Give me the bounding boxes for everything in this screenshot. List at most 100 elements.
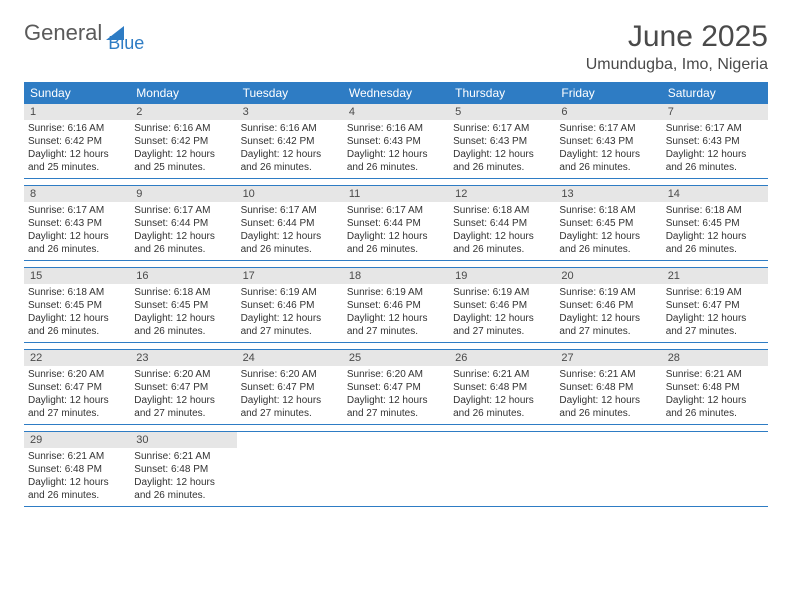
sunrise-line: Sunrise: 6:19 AM xyxy=(453,286,551,299)
day-cell: 19Sunrise: 6:19 AMSunset: 6:46 PMDayligh… xyxy=(449,268,555,342)
daylight-line: Daylight: 12 hours and 27 minutes. xyxy=(28,394,126,420)
day-number: 27 xyxy=(555,350,661,366)
sunrise-line: Sunrise: 6:17 AM xyxy=(347,204,445,217)
day-number: 1 xyxy=(24,104,130,120)
day-number: 12 xyxy=(449,186,555,202)
location: Umundugba, Imo, Nigeria xyxy=(586,56,768,74)
day-body: Sunrise: 6:19 AMSunset: 6:47 PMDaylight:… xyxy=(662,284,768,342)
daylight-line: Daylight: 12 hours and 26 minutes. xyxy=(453,230,551,256)
day-cell: 29Sunrise: 6:21 AMSunset: 6:48 PMDayligh… xyxy=(24,432,130,506)
day-cell: 5Sunrise: 6:17 AMSunset: 6:43 PMDaylight… xyxy=(449,104,555,178)
daylight-line: Daylight: 12 hours and 26 minutes. xyxy=(453,394,551,420)
day-body: Sunrise: 6:19 AMSunset: 6:46 PMDaylight:… xyxy=(343,284,449,342)
day-number: 29 xyxy=(24,432,130,448)
sunrise-line: Sunrise: 6:18 AM xyxy=(134,286,232,299)
daylight-line: Daylight: 12 hours and 26 minutes. xyxy=(559,148,657,174)
day-body: Sunrise: 6:20 AMSunset: 6:47 PMDaylight:… xyxy=(24,366,130,424)
day-number: 16 xyxy=(130,268,236,284)
sunrise-line: Sunrise: 6:21 AM xyxy=(134,450,232,463)
weekday-header: Friday xyxy=(555,82,661,104)
day-number: 3 xyxy=(237,104,343,120)
sunrise-line: Sunrise: 6:19 AM xyxy=(666,286,764,299)
day-number: 2 xyxy=(130,104,236,120)
sunset-line: Sunset: 6:46 PM xyxy=(453,299,551,312)
day-number: 14 xyxy=(662,186,768,202)
day-body: Sunrise: 6:18 AMSunset: 6:44 PMDaylight:… xyxy=(449,202,555,260)
sunset-line: Sunset: 6:43 PM xyxy=(347,135,445,148)
weekday-header: Saturday xyxy=(662,82,768,104)
month-title: June 2025 xyxy=(586,20,768,54)
day-cell xyxy=(343,432,449,506)
daylight-line: Daylight: 12 hours and 26 minutes. xyxy=(666,148,764,174)
day-cell: 2Sunrise: 6:16 AMSunset: 6:42 PMDaylight… xyxy=(130,104,236,178)
day-body: Sunrise: 6:20 AMSunset: 6:47 PMDaylight:… xyxy=(237,366,343,424)
day-cell: 23 Sunrise: 6:20 AMSunset: 6:47 PMDayligh… xyxy=(130,350,236,424)
day-number: 20 xyxy=(555,268,661,284)
day-body: Sunrise: 6:19 AMSunset: 6:46 PMDaylight:… xyxy=(555,284,661,342)
sunset-line: Sunset: 6:45 PM xyxy=(28,299,126,312)
day-body: Sunrise: 6:18 AMSunset: 6:45 PMDaylight:… xyxy=(130,284,236,342)
daylight-line: Daylight: 12 hours and 26 minutes. xyxy=(666,230,764,256)
day-number: 23 xyxy=(130,350,236,366)
sunrise-line: Sunrise: 6:16 AM xyxy=(241,122,339,135)
day-number: 24 xyxy=(237,350,343,366)
day-body: Sunrise: 6:17 AMSunset: 6:43 PMDaylight:… xyxy=(24,202,130,260)
week-row: 1Sunrise: 6:16 AMSunset: 6:42 PMDaylight… xyxy=(24,104,768,179)
day-number: 18 xyxy=(343,268,449,284)
day-cell xyxy=(662,432,768,506)
day-cell xyxy=(449,432,555,506)
day-number: 8 xyxy=(24,186,130,202)
daylight-line: Daylight: 12 hours and 26 minutes. xyxy=(28,476,126,502)
day-number: 9 xyxy=(130,186,236,202)
sunset-line: Sunset: 6:45 PM xyxy=(134,299,232,312)
sunset-line: Sunset: 6:47 PM xyxy=(134,381,232,394)
week-row: 8Sunrise: 6:17 AMSunset: 6:43 PMDaylight… xyxy=(24,185,768,261)
day-cell: 30Sunrise: 6:21 AMSunset: 6:48 PMDayligh… xyxy=(130,432,236,506)
day-number: 22 xyxy=(24,350,130,366)
sunrise-line: Sunrise: 6:16 AM xyxy=(347,122,445,135)
daylight-line: Daylight: 12 hours and 25 minutes. xyxy=(28,148,126,174)
daylight-line: Daylight: 12 hours and 27 minutes. xyxy=(347,394,445,420)
day-cell: 6Sunrise: 6:17 AMSunset: 6:43 PMDaylight… xyxy=(555,104,661,178)
day-body: Sunrise: 6:16 AMSunset: 6:42 PMDaylight:… xyxy=(237,120,343,178)
day-body: Sunrise: 6:19 AMSunset: 6:46 PMDaylight:… xyxy=(449,284,555,342)
sunrise-line: Sunrise: 6:20 AM xyxy=(347,368,445,381)
day-cell: 27Sunrise: 6:21 AMSunset: 6:48 PMDayligh… xyxy=(555,350,661,424)
day-cell: 21Sunrise: 6:19 AMSunset: 6:47 PMDayligh… xyxy=(662,268,768,342)
header: General Blue June 2025 Umundugba, Imo, N… xyxy=(24,20,768,74)
daylight-line: Daylight: 12 hours and 25 minutes. xyxy=(134,148,232,174)
day-number: 6 xyxy=(555,104,661,120)
sunrise-line: Sunrise: 6:21 AM xyxy=(559,368,657,381)
day-body: Sunrise: 6:18 AMSunset: 6:45 PMDaylight:… xyxy=(555,202,661,260)
daylight-line: Daylight: 12 hours and 26 minutes. xyxy=(241,148,339,174)
sunset-line: Sunset: 6:46 PM xyxy=(241,299,339,312)
daylight-line: Daylight: 12 hours and 26 minutes. xyxy=(559,394,657,420)
day-cell: 26Sunrise: 6:21 AMSunset: 6:48 PMDayligh… xyxy=(449,350,555,424)
daylight-line: Daylight: 12 hours and 27 minutes. xyxy=(241,394,339,420)
day-number: 15 xyxy=(24,268,130,284)
sunrise-line: Sunrise: 6:18 AM xyxy=(453,204,551,217)
sunset-line: Sunset: 6:42 PM xyxy=(28,135,126,148)
sunset-line: Sunset: 6:47 PM xyxy=(28,381,126,394)
day-body: Sunrise: 6:21 AMSunset: 6:48 PMDaylight:… xyxy=(662,366,768,424)
day-body: Sunrise: 6:21 AMSunset: 6:48 PMDaylight:… xyxy=(24,448,130,506)
logo-text-general: General xyxy=(24,20,102,46)
weekday-header: Wednesday xyxy=(343,82,449,104)
day-body: Sunrise: 6:21 AMSunset: 6:48 PMDaylight:… xyxy=(130,448,236,506)
day-cell: 20Sunrise: 6:19 AMSunset: 6:46 PMDayligh… xyxy=(555,268,661,342)
title-block: June 2025 Umundugba, Imo, Nigeria xyxy=(586,20,768,74)
sunrise-line: Sunrise: 6:20 AM xyxy=(134,368,232,381)
sunset-line: Sunset: 6:46 PM xyxy=(347,299,445,312)
daylight-line: Daylight: 12 hours and 26 minutes. xyxy=(134,230,232,256)
daylight-line: Daylight: 12 hours and 27 minutes. xyxy=(559,312,657,338)
day-body: Sunrise: 6:17 AMSunset: 6:43 PMDaylight:… xyxy=(555,120,661,178)
sunrise-line: Sunrise: 6:19 AM xyxy=(347,286,445,299)
sunset-line: Sunset: 6:43 PM xyxy=(559,135,657,148)
day-cell xyxy=(555,432,661,506)
day-cell xyxy=(237,432,343,506)
daylight-line: Daylight: 12 hours and 27 minutes. xyxy=(134,394,232,420)
sunrise-line: Sunrise: 6:17 AM xyxy=(559,122,657,135)
daylight-line: Daylight: 12 hours and 26 minutes. xyxy=(666,394,764,420)
day-cell: 14Sunrise: 6:18 AMSunset: 6:45 PMDayligh… xyxy=(662,186,768,260)
day-cell: 8Sunrise: 6:17 AMSunset: 6:43 PMDaylight… xyxy=(24,186,130,260)
